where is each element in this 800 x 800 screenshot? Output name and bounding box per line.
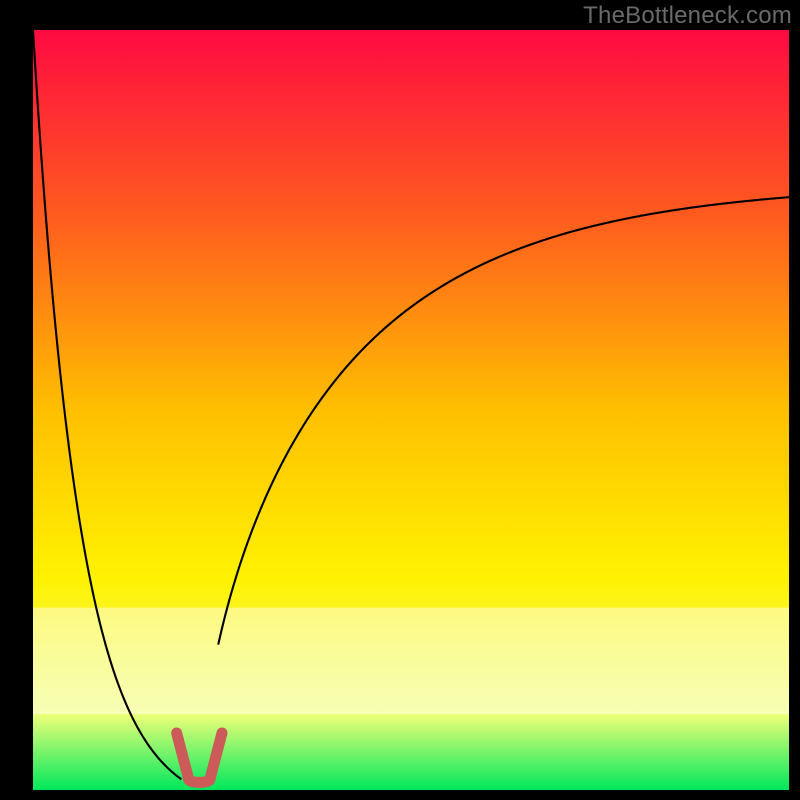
chart-root: TheBottleneck.com — [0, 0, 800, 800]
watermark-text: TheBottleneck.com — [583, 2, 792, 30]
bottleneck-chart — [0, 0, 800, 800]
pale-band — [33, 608, 789, 714]
